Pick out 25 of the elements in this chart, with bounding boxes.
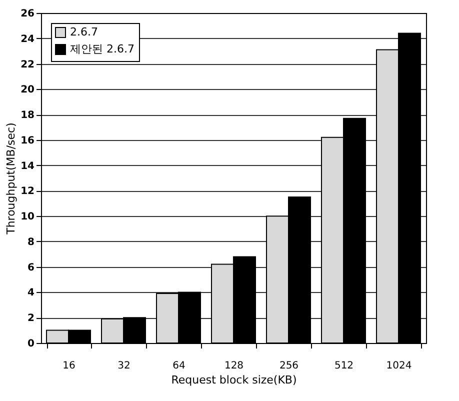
y-tick-label: 6 <box>28 262 35 274</box>
x-tick-label: 64 <box>172 360 186 372</box>
x-tick-label: 256 <box>279 360 299 372</box>
y-tick-label: 2 <box>28 313 35 324</box>
x-axis-title: Request block size(KB) <box>171 374 297 386</box>
legend-label: 2.6.7 <box>70 26 98 38</box>
y-tick-label: 24 <box>20 34 35 45</box>
x-tick-label: 1024 <box>386 360 412 372</box>
y-tick-label: 20 <box>20 84 35 96</box>
y-tick-label: 0 <box>28 338 35 350</box>
y-tick-label: 16 <box>20 135 35 146</box>
y-tick-label: 12 <box>20 186 35 198</box>
y-tick-label: 18 <box>20 110 35 122</box>
y-tick-label: 14 <box>20 160 35 172</box>
y-tick-label: 4 <box>28 288 35 299</box>
y-tick-label: 8 <box>28 236 35 248</box>
y-tick-label: 10 <box>20 212 35 223</box>
y-tick-label: 26 <box>20 8 35 20</box>
x-tick-label: 512 <box>334 360 354 372</box>
legend-label: 제안된 2.6.7 <box>70 42 134 56</box>
x-tick-label: 32 <box>118 360 130 372</box>
y-axis-title: Throughput(MB/sec) <box>4 122 18 236</box>
y-tick-label: 22 <box>20 59 35 70</box>
x-tick-label: 16 <box>62 360 76 372</box>
x-tick-label: 128 <box>224 360 244 372</box>
